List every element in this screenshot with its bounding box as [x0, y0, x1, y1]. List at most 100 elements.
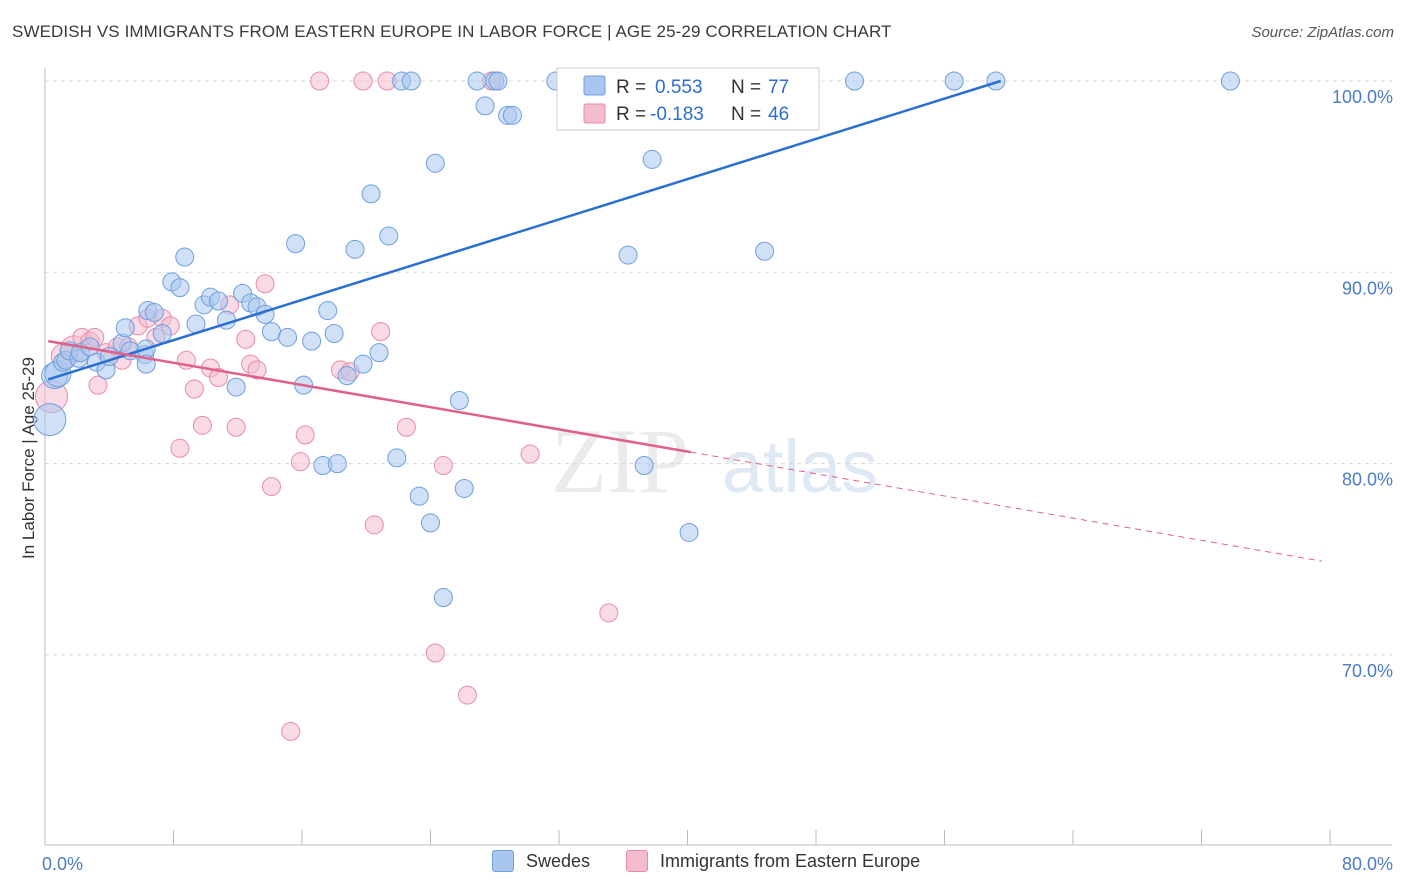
legend-n-value-immigrants: 46: [768, 104, 789, 125]
legend-n-label: N =: [731, 77, 761, 98]
point-swedes: [175, 247, 195, 267]
point-immigrants: [353, 71, 373, 91]
series-immigrants-points: [34, 71, 619, 741]
point-swedes: [115, 318, 135, 338]
point-swedes: [337, 366, 357, 386]
bottom-legend: Swedes Immigrants from Eastern Europe: [0, 850, 1406, 878]
legend-r-label: R =: [616, 77, 646, 98]
chart-title: SWEDISH VS IMMIGRANTS FROM EASTERN EUROP…: [12, 22, 892, 41]
point-swedes: [170, 278, 190, 298]
legend-r-value-swedes: 0.553: [655, 77, 703, 98]
point-immigrants: [371, 322, 391, 342]
point-swedes: [634, 456, 654, 476]
point-swedes: [261, 322, 281, 342]
point-immigrants: [247, 360, 267, 380]
point-swedes: [387, 448, 407, 468]
legend-r-label: R =: [616, 104, 646, 125]
point-immigrants: [261, 477, 281, 497]
point-swedes: [208, 291, 228, 311]
trend-line-swedes: [47, 79, 1002, 381]
legend-item-swedes: Swedes: [492, 850, 590, 872]
point-swedes: [318, 301, 338, 321]
point-immigrants: [599, 603, 619, 623]
point-swedes: [944, 71, 964, 91]
legend-swatch-swedes: [583, 75, 606, 96]
chart-source: Source: ZipAtlas.com: [1251, 24, 1394, 41]
point-immigrants: [88, 375, 108, 395]
legend-n-label: N =: [731, 104, 761, 125]
y-tick-labels: 70.0% 80.0% 90.0% 100.0%: [1332, 87, 1393, 681]
legend-r-value-immigrants: -0.183: [650, 104, 704, 125]
point-swedes: [152, 324, 172, 344]
point-swedes: [401, 71, 421, 91]
point-swedes: [679, 522, 699, 542]
watermark-atlas: atlas: [722, 425, 878, 508]
point-swedes: [1220, 71, 1240, 91]
point-swedes: [488, 71, 508, 91]
legend-swatch-immigrants: [626, 850, 648, 872]
point-swedes: [425, 153, 445, 173]
point-swedes: [409, 486, 429, 506]
trend-line-immigrants: [47, 339, 691, 454]
point-swedes: [618, 245, 638, 265]
point-immigrants: [425, 643, 445, 663]
legend-n-value-swedes: 77: [768, 77, 789, 98]
point-immigrants: [396, 417, 416, 437]
point-swedes: [345, 239, 365, 259]
point-immigrants: [281, 721, 301, 741]
point-immigrants: [433, 456, 453, 476]
point-swedes: [361, 184, 381, 204]
point-swedes: [986, 71, 1006, 91]
point-immigrants: [192, 415, 212, 435]
legend-item-immigrants: Immigrants from Eastern Europe: [626, 850, 920, 872]
point-swedes: [369, 343, 389, 363]
legend-label-immigrants: Immigrants from Eastern Europe: [660, 850, 921, 871]
y-tick-label: 70.0%: [1342, 661, 1393, 681]
point-immigrants: [170, 438, 190, 458]
point-swedes: [278, 327, 298, 347]
watermark-zip: ZIP: [551, 410, 689, 512]
x-tick-labels: 0.0% 80.0%: [42, 854, 1393, 874]
point-immigrants: [290, 452, 310, 472]
point-swedes: [421, 513, 440, 533]
point-immigrants: [295, 425, 315, 445]
point-swedes: [433, 588, 453, 608]
point-swedes: [302, 331, 322, 351]
point-swedes: [353, 354, 373, 374]
legend: R = 0.553 N = 77 R = -0.183 N = 46: [556, 67, 820, 131]
point-immigrants: [520, 444, 540, 464]
point-swedes: [327, 454, 347, 474]
point-immigrants: [236, 329, 256, 349]
point-swedes: [502, 105, 522, 125]
x-tick-label-min: 0.0%: [42, 854, 83, 874]
legend-swatch-immigrants: [583, 103, 606, 124]
series-swedes-points: [33, 71, 1240, 608]
trend-lines: [47, 79, 1323, 562]
point-swedes: [324, 324, 344, 344]
point-swedes: [454, 478, 474, 498]
point-immigrants: [457, 685, 477, 705]
point-immigrants: [364, 515, 384, 535]
point-swedes: [286, 234, 306, 254]
y-tick-label: 100.0%: [1332, 87, 1393, 107]
axes: [44, 68, 1392, 846]
trend-line-immigrants-extension: [690, 451, 1323, 562]
point-swedes: [449, 390, 469, 410]
point-swedes: [642, 149, 662, 169]
point-immigrants: [255, 274, 275, 294]
y-axis-label: In Labor Force | Age 25-29: [19, 357, 38, 559]
point-swedes: [226, 377, 246, 397]
point-swedes: [845, 71, 865, 91]
y-tick-label: 80.0%: [1342, 470, 1393, 490]
y-tick-label: 90.0%: [1342, 278, 1393, 298]
point-swedes: [379, 226, 399, 246]
point-swedes: [33, 403, 67, 437]
legend-label-swedes: Swedes: [526, 850, 591, 871]
point-immigrants: [226, 417, 246, 437]
point-swedes: [475, 96, 495, 116]
point-swedes: [755, 241, 775, 261]
point-immigrants: [208, 368, 228, 388]
x-tick-label-max: 80.0%: [1342, 854, 1393, 874]
legend-swatch-swedes: [492, 850, 514, 872]
